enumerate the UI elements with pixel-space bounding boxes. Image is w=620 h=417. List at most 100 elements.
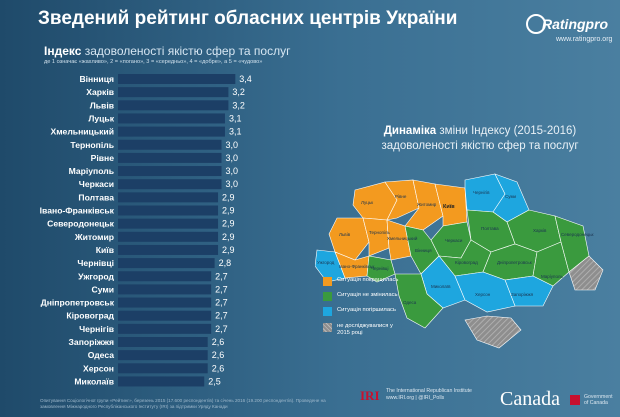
- bar: [118, 192, 219, 203]
- bar-category-label: Миколаїв: [74, 376, 114, 386]
- map-label-khmelnytskyi: Хмельницький: [387, 235, 418, 241]
- canada-wordmark: Canada: [500, 388, 560, 410]
- legend-label-worsened: Ситуація погіршилась: [337, 307, 396, 313]
- region-odesa: [394, 273, 444, 329]
- bar: [118, 323, 212, 334]
- ratingpro-ring-icon: [526, 14, 546, 34]
- bar-category-label: Маріуполь: [69, 166, 114, 176]
- bar: [118, 218, 219, 229]
- maple-leaf-flag-icon: [570, 395, 580, 405]
- bar-chart-title: Індекс задоволеності якістю сфер та посл…: [44, 44, 290, 58]
- bar: [118, 231, 219, 242]
- bar-category-label: Чернігів: [79, 324, 114, 334]
- footer-methodology-note: Опитування Соціологічної групи «Рейтинг»…: [40, 398, 326, 409]
- bar: [118, 100, 229, 111]
- bar: [118, 166, 222, 177]
- legend-label-unchanged: Ситуація не змінилась: [337, 292, 398, 298]
- bar-value-label: 2,6: [212, 363, 225, 373]
- bar-category-label: Тернопіль: [70, 140, 114, 150]
- map-label-zaporizhzhia: Запоріжжя: [511, 292, 534, 297]
- map-label-poltava: Полтава: [481, 226, 499, 231]
- bar-category-label: Чернівці: [77, 258, 114, 268]
- iri-logo: IRI The International Republican Institu…: [360, 384, 490, 414]
- map-label-mykolaiv: Миколаїв: [431, 284, 451, 289]
- ukraine-map: Луцьк Рівне Житомир Київ Чернігів Суми Х…: [315, 173, 604, 349]
- region-zakarpattia: [315, 249, 346, 283]
- bar-category-label: Запоріжжя: [69, 337, 114, 347]
- bar-chart-title-rest: задоволеності якістю сфер та послуг: [84, 44, 291, 58]
- bar-category-label: Кіровоград: [66, 311, 114, 321]
- map-label-ivano: Івано-Франківськ: [339, 264, 374, 269]
- bar-value-label: 3,0: [226, 153, 239, 163]
- region-chernivtsi: [366, 255, 396, 283]
- bar: [118, 126, 225, 137]
- legend-swatch-improved: [323, 277, 332, 286]
- bar-category-label: Львів: [90, 100, 114, 110]
- map-label-kyiv: Київ: [443, 204, 455, 210]
- bar-chart-note: де 1 означає «жахливо», 2 = «погано», 3 …: [44, 59, 263, 65]
- map-label-lviv: Львів: [339, 232, 351, 237]
- bar-category-label: Ужгород: [78, 271, 114, 281]
- bar: [118, 113, 225, 124]
- bar-category-label: Дніпропетровськ: [41, 298, 115, 308]
- bar-value-label: 2,8: [219, 258, 232, 268]
- bar-value-label: 3,1: [229, 113, 242, 123]
- canada-gov-line2: of Canada: [584, 400, 608, 406]
- map-label-kharkiv: Харків: [533, 228, 547, 233]
- ratingpro-logo-url: www.ratingpro.org: [556, 36, 613, 43]
- bar: [118, 297, 212, 308]
- bar-value-label: 2,9: [222, 219, 235, 229]
- ratingpro-logo: Ratingpro www.ratingpro.org: [524, 12, 614, 52]
- bar-category-label: Черкаси: [79, 179, 114, 189]
- region-khmelnytskyi: [386, 219, 412, 261]
- bar-category-label: Херсон: [83, 363, 114, 373]
- legend-item-not-studied: не досліджувалися у 2015 році: [323, 322, 443, 338]
- map-label-dnipro: Дніпропетровськ: [497, 260, 532, 265]
- page-title: Зведений рейтинг обласних центрів Україн…: [38, 8, 458, 29]
- bar-category-label: Луцьк: [88, 113, 114, 123]
- iri-logo-mark: IRI: [360, 388, 380, 403]
- region-crimea: [464, 315, 522, 349]
- map-label-kirovohrad: Кіровоград: [455, 260, 478, 265]
- bar-value-label: 2,6: [212, 337, 225, 347]
- bar-value-label: 2,9: [222, 232, 235, 242]
- bar-value-label: 2,9: [222, 192, 235, 202]
- bar: [118, 337, 208, 347]
- legend-swatch-worsened: [323, 307, 332, 316]
- region-ternopil: [362, 217, 390, 257]
- legend-label-improved: Ситуація покращилась: [337, 277, 399, 283]
- map-label-chernihiv: Чернігів: [473, 190, 490, 195]
- bar: [118, 87, 229, 98]
- map-label-severodonetsk: Северодонецьк: [561, 232, 594, 237]
- bar-value-label: 2,9: [222, 206, 235, 216]
- map-label-rivne: Рівне: [395, 194, 407, 199]
- region-kherson: [454, 271, 516, 313]
- bar-value-label: 2,7: [215, 298, 228, 308]
- bar: [118, 244, 219, 255]
- region-donetsk: [532, 241, 570, 287]
- bar-value-label: 2,9: [222, 245, 235, 255]
- iri-name: The International Republican Institute: [386, 388, 472, 394]
- bar: [118, 310, 212, 321]
- map-title-highlight: Динаміка: [383, 125, 437, 137]
- iri-logo-text: The International Republican Institute w…: [386, 388, 472, 402]
- bar-value-label: 2,7: [215, 271, 228, 281]
- bar: [118, 350, 208, 361]
- ratingpro-logo-name: Ratingpro: [542, 16, 609, 32]
- bar: [118, 258, 215, 269]
- bar-value-label: 2,5: [208, 376, 221, 386]
- map-label-zhytomyr: Житомир: [417, 202, 437, 207]
- bar: [118, 74, 236, 84]
- bar-value-label: 2,6: [212, 350, 225, 360]
- map-label-uzhhorod: Ужгород: [317, 260, 335, 265]
- map-label-mariupol: Маріуполь: [541, 274, 564, 279]
- bar-value-label: 3,0: [226, 140, 239, 150]
- iri-url: www.IRI.org | @IRI_Polls: [386, 395, 445, 401]
- bar: [118, 284, 212, 295]
- bar-value-label: 2,7: [215, 311, 228, 321]
- bar-category-label: Рівне: [91, 153, 115, 163]
- bar: [118, 376, 205, 387]
- bar: [118, 179, 222, 190]
- bar-value-label: 3,2: [232, 87, 245, 97]
